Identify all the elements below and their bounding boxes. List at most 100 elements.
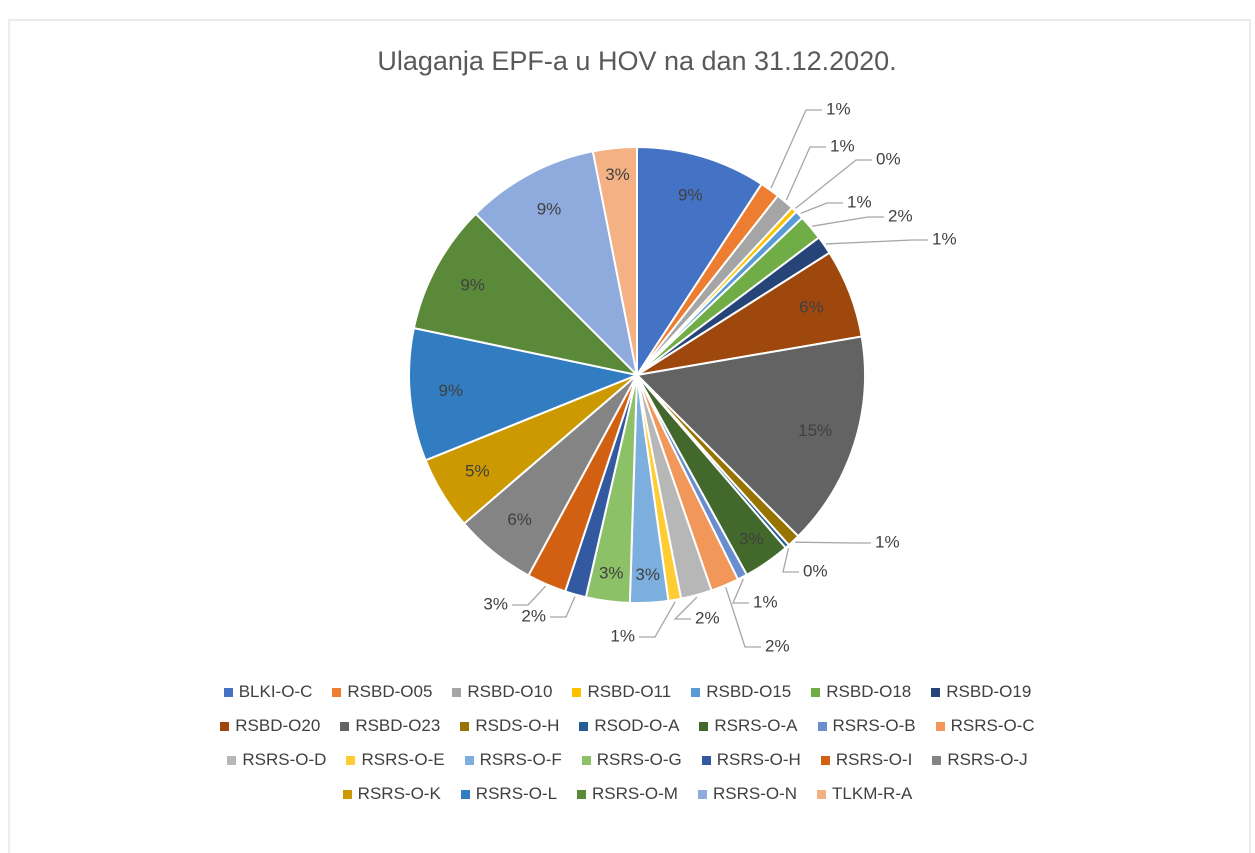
legend-item: RSRS-O-M xyxy=(577,784,678,804)
pie-slice xyxy=(412,212,641,377)
legend-item: RSBD-O20 xyxy=(220,716,320,736)
legend-swatch xyxy=(579,721,589,731)
data-label: 9% xyxy=(678,185,703,204)
legend-swatch xyxy=(452,687,462,697)
leader-line xyxy=(512,585,547,606)
legend-item: BLKI-O-C xyxy=(223,682,312,702)
legend-swatch xyxy=(581,755,591,765)
chart-border xyxy=(8,19,1251,853)
data-label: 6% xyxy=(799,297,824,316)
legend-swatch xyxy=(346,755,356,765)
legend-swatch xyxy=(817,721,827,731)
legend-label: RSRS-O-A xyxy=(714,716,798,735)
legend-swatch xyxy=(572,687,582,697)
legend-label: RSBD-O05 xyxy=(347,682,433,701)
data-label: 2% xyxy=(888,206,913,225)
legend-label: RSRS-O-F xyxy=(479,750,562,769)
legend-label: RSOD-O-A xyxy=(594,716,680,735)
pie-slice xyxy=(474,150,639,379)
chart-title: Ulaganja EPF-a u HOV na dan 31.12.2020. xyxy=(377,46,896,76)
legend-label: RSBD-O23 xyxy=(355,716,441,735)
legend-item: RSBD-O05 xyxy=(332,682,432,702)
legend-swatch xyxy=(460,721,470,731)
legend-swatch xyxy=(227,755,237,765)
legend-item: RSRS-O-I xyxy=(820,750,913,770)
legend-swatch xyxy=(223,687,233,697)
legend-swatch xyxy=(577,789,587,799)
legend-item: RSRS-O-J xyxy=(932,750,1028,770)
data-label: 9% xyxy=(438,381,463,400)
data-label: 1% xyxy=(610,626,635,645)
legend-item: RSRS-O-H xyxy=(701,750,801,770)
legend-label: RSRS-O-B xyxy=(832,716,916,735)
legend-label: RSBD-O11 xyxy=(587,682,672,701)
legend-label: RSBD-O15 xyxy=(706,682,792,701)
legend-swatch xyxy=(932,755,942,765)
legend-item: RSRS-O-D xyxy=(227,750,326,770)
legend-item: RSBD-O18 xyxy=(811,682,911,702)
legend-item: RSOD-O-A xyxy=(579,716,679,736)
leader-line xyxy=(825,239,928,245)
data-label: 3% xyxy=(739,529,764,548)
legend-label: RSRS-O-C xyxy=(950,716,1035,735)
data-label: 0% xyxy=(803,561,828,580)
data-label: 3% xyxy=(599,563,624,582)
legend-label: RSDS-O-H xyxy=(475,716,560,735)
legend-item: RSRS-O-N xyxy=(697,784,798,804)
legend-item: RSDS-O-H xyxy=(460,716,559,736)
data-label: 1% xyxy=(875,532,900,551)
legend-swatch xyxy=(931,687,941,697)
legend-item: RSBD-O10 xyxy=(452,682,552,702)
legend-row: RSBD-O20 RSBD-O23 RSDS-O-H RSOD-O-A RSRS-O-A… xyxy=(0,709,1255,743)
data-label: 1% xyxy=(932,229,957,248)
pie-slice xyxy=(634,335,866,538)
legend-label: RSRS-O-L xyxy=(475,784,558,803)
legend-swatch xyxy=(460,789,470,799)
legend: BLKI-O-C RSBD-O05 RSBD-O10 RSBD-O11 RSBD-O15… xyxy=(0,675,1255,811)
legend-row: RSRS-O-D RSRS-O-E RSRS-O-F RSRS-O-G RSRS-O-H… xyxy=(0,743,1255,777)
data-label: 5% xyxy=(465,462,490,481)
legend-label: RSBD-O20 xyxy=(235,716,321,735)
legend-label: RSRS-O-D xyxy=(242,750,327,769)
data-label: 2% xyxy=(695,608,720,627)
legend-swatch xyxy=(340,721,350,731)
leader-line xyxy=(794,541,871,544)
legend-item: RSBD-O19 xyxy=(931,682,1031,702)
legend-item: TLKM-R-A xyxy=(817,784,912,804)
legend-item: RSRS-O-F xyxy=(464,750,562,770)
leader-line xyxy=(732,578,749,604)
data-label: 2% xyxy=(765,636,790,655)
pie-slice xyxy=(636,145,763,379)
leader-line xyxy=(795,159,872,209)
legend-swatch xyxy=(332,687,342,697)
legend-item: RSRS-O-A xyxy=(699,716,798,736)
legend-item: RSBD-O23 xyxy=(340,716,440,736)
legend-label: RSBD-O10 xyxy=(467,682,553,701)
leader-line xyxy=(550,596,576,618)
legend-swatch xyxy=(464,755,474,765)
legend-swatch xyxy=(817,789,827,799)
data-label: 1% xyxy=(826,99,851,118)
pie-slice xyxy=(408,326,641,462)
legend-swatch xyxy=(811,687,821,697)
legend-item: RSRS-O-G xyxy=(581,750,682,770)
legend-label: RSRS-O-N xyxy=(712,784,798,803)
legend-item: RSRS-O-L xyxy=(460,784,558,804)
legend-label: RSRS-O-K xyxy=(357,784,441,803)
data-label: 9% xyxy=(537,200,562,219)
data-label: 1% xyxy=(830,136,855,155)
data-label: 3% xyxy=(483,594,508,613)
leader-line xyxy=(785,146,826,201)
data-label: 6% xyxy=(507,510,532,529)
leader-line xyxy=(639,601,676,638)
legend-label: RSRS-O-H xyxy=(716,750,801,769)
legend-swatch xyxy=(935,721,945,731)
legend-label: RSBD-O18 xyxy=(826,682,912,701)
leader-line xyxy=(782,547,799,573)
legend-row: BLKI-O-C RSBD-O05 RSBD-O10 RSBD-O11 RSBD-O15… xyxy=(0,675,1255,709)
legend-label: RSRS-O-J xyxy=(947,750,1028,769)
legend-label: RSRS-O-I xyxy=(835,750,913,769)
data-label: 2% xyxy=(521,606,546,625)
